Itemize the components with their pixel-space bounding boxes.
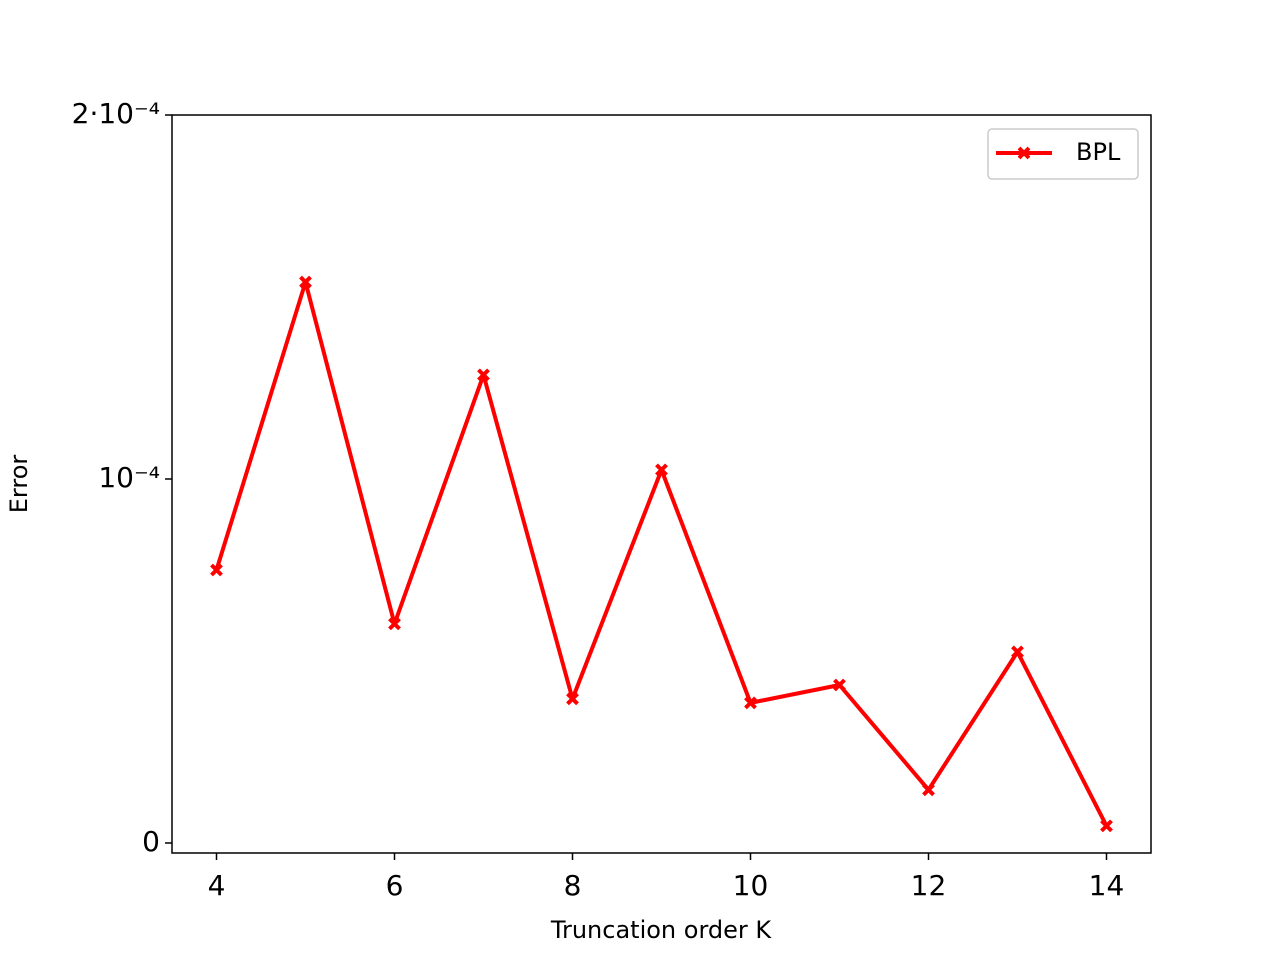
- data-marker: [744, 696, 757, 710]
- x-tick-label: 12: [911, 869, 947, 902]
- data-marker: [922, 783, 935, 797]
- y-axis-label: Error: [5, 455, 33, 514]
- plot-frame: [171, 114, 1152, 854]
- data-marker: [566, 692, 579, 706]
- x-axis-label: Truncation order K: [550, 916, 773, 944]
- data-marker: [388, 617, 401, 631]
- y-tick-label: 10⁻⁴: [98, 461, 160, 494]
- legend-marker: [1017, 146, 1031, 160]
- data-marker: [477, 368, 490, 382]
- data-line: [214, 280, 1109, 827]
- x-tick-label: 4: [208, 869, 226, 902]
- data-marker: [833, 678, 846, 692]
- x-tick-label: 10: [733, 869, 769, 902]
- x-tick-label: 6: [386, 869, 404, 902]
- legend-box: [987, 128, 1139, 180]
- data-marker: [1100, 819, 1113, 833]
- x-tick-label: 8: [564, 869, 582, 902]
- data-marker: [299, 275, 312, 289]
- y-tick-label: 0: [142, 825, 160, 858]
- data-marker: [1011, 645, 1024, 659]
- legend-label: BPL: [1076, 138, 1121, 166]
- x-tick-label: 14: [1089, 869, 1125, 902]
- y-tick-label: 2·10⁻⁴: [72, 97, 160, 130]
- data-marker: [655, 463, 668, 477]
- data-marker: [210, 563, 223, 577]
